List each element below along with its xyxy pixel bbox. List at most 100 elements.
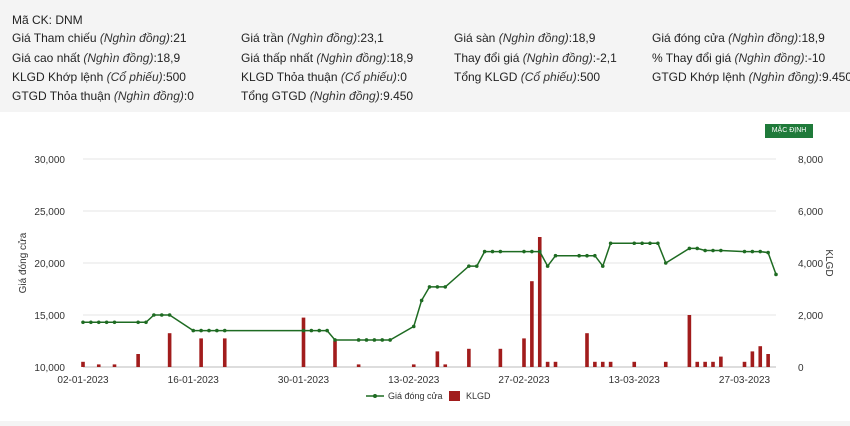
stock-field-value: :500 [576,70,601,84]
price-point [411,324,416,329]
x-tick-label: 27-02-2023 [498,375,550,386]
stock-field: Thay đổi giá (Nghìn đồng):-2,1 [454,51,617,65]
price-point [766,250,770,255]
stock-field-value: :18,9 [386,51,414,65]
price-point [711,248,715,253]
price-point [522,249,526,254]
default-view-button[interactable]: MẶC ĐỊNH [765,124,813,138]
stock-field-unit: (Nghìn đồng) [498,31,569,45]
price-point [191,328,196,333]
volume-bar [608,361,613,367]
volume-bar [435,351,440,367]
y-right-axis-title: KLGD [823,249,834,276]
volume-bar [333,341,337,367]
price-point [427,285,432,289]
stock-field-value: :-2,1 [592,51,617,65]
price-point [656,241,660,246]
volume-bar [687,315,692,367]
stock-field-label: Giá trần [241,31,288,45]
price-point [593,253,597,258]
volume-bar [411,364,416,367]
price-point [112,320,117,325]
y-right-tick-label: 4,000 [798,259,823,270]
y-left-tick-label: 10,000 [34,363,65,374]
stock-field: Giá sàn (Nghìn đồng):18,9 [454,31,595,45]
price-point [758,249,763,254]
volume-bar [443,364,448,367]
price-point [222,328,227,333]
stock-field-value: :9.450 [818,70,850,84]
volume-bar [167,333,172,367]
stock-field-value: :9.450 [379,89,414,103]
stock-field-unit: (Nghìn đồng) [316,51,387,65]
stock-field-unit: (Nghìn đồng) [728,31,799,45]
stock-field-value: :0 [396,70,407,84]
price-point [498,249,503,254]
price-point [419,298,424,303]
volume-bar [719,356,723,367]
y-left-tick-label: 25,000 [34,207,65,218]
price-point [207,328,211,333]
price-point [144,320,148,325]
volume-bar [96,364,101,367]
price-point [648,241,652,246]
stock-field-value: :18,9 [568,31,596,45]
x-tick-label: 13-02-2023 [388,375,440,386]
price-point [301,328,306,333]
price-point [159,313,164,317]
volume-bar [695,361,700,367]
volume-bar [199,338,203,367]
price-point [553,253,558,258]
y-right-tick-label: 6,000 [798,207,823,218]
stock-field-unit: (Nghìn đồng) [99,31,170,45]
stock-field: Giá Tham chiếu (Nghìn đồng):21 [12,31,187,45]
volume-bar [758,346,763,367]
legend-line-marker [373,394,377,398]
price-point [482,249,487,254]
volume-bar [136,354,140,367]
stock-field-value: :-10 [804,51,826,65]
volume-bar [467,348,471,367]
price-point [530,249,534,254]
price-point [577,253,581,258]
price-point [325,328,329,333]
price-point [372,338,377,342]
stock-field: Tổng GTGD (Nghìn đồng):9.450 [241,89,413,103]
stock-info-panel: Mã CK: DNM Giá Tham chiếu (Nghìn đồng):2… [0,0,850,112]
stock-field-unit: (Nghìn đồng) [287,31,358,45]
price-point [96,320,101,325]
price-point [545,264,550,268]
stock-field-label: Tổng GTGD [241,89,310,103]
legend-bar-swatch [449,391,460,401]
volume-bar [222,338,227,367]
stock-field: GTGD Khớp lệnh (Nghìn đồng):9.450 [652,70,850,84]
x-tick-label: 02-01-2023 [57,375,109,386]
stock-field-value: :18,9 [798,31,825,45]
volume-bar [553,361,558,367]
stock-field-label: Giá Tham chiếu [12,31,100,45]
x-tick-label: 13-03-2023 [609,375,661,386]
stock-field: KLGD Khớp lệnh (Cổ phiếu):500 [12,70,186,84]
price-point [632,241,637,246]
price-point [81,320,85,325]
x-tick-label: 30-01-2023 [278,375,330,386]
volume-bar [301,317,306,367]
volume-bar [750,351,755,367]
stock-field-unit: (Nghìn đồng) [522,51,593,65]
x-tick-label: 27-03-2023 [719,375,771,386]
price-line [83,242,777,341]
price-point [719,248,723,253]
volume-bar [766,354,770,367]
price-point [703,248,707,253]
price-point [333,338,337,342]
stock-field-label: GTGD Khớp lệnh [652,70,749,84]
price-point [356,338,361,342]
stock-field-value: :23,1 [357,31,384,45]
volume-bar [112,364,117,367]
stock-field: % Thay đổi giá (Nghìn đồng):-10 [652,51,825,65]
stock-field-value: :0 [183,89,194,103]
volume-bar [81,361,85,367]
price-point [152,313,156,317]
price-point [750,249,755,254]
stock-field-value: :500 [162,70,186,84]
